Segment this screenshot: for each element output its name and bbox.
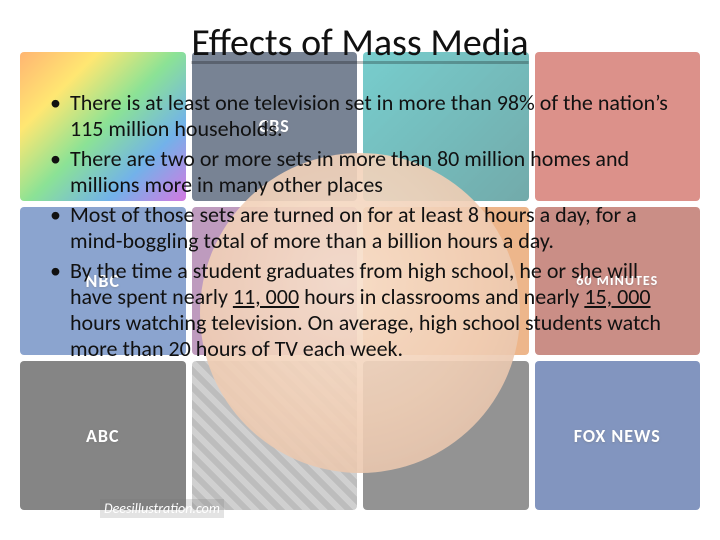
slide-content: Effects of Mass Media There is at least …: [0, 0, 720, 540]
slide-title: Effects of Mass Media: [44, 20, 676, 66]
bullet-item: Most of those sets are turned on for at …: [44, 202, 676, 254]
bullet-list: There is at least one television set in …: [44, 90, 676, 362]
bullet-item: There is at least one television set in …: [44, 90, 676, 142]
bullet-item: By the time a student graduates from hig…: [44, 258, 676, 362]
bullet-item: There are two or more sets in more than …: [44, 146, 676, 198]
